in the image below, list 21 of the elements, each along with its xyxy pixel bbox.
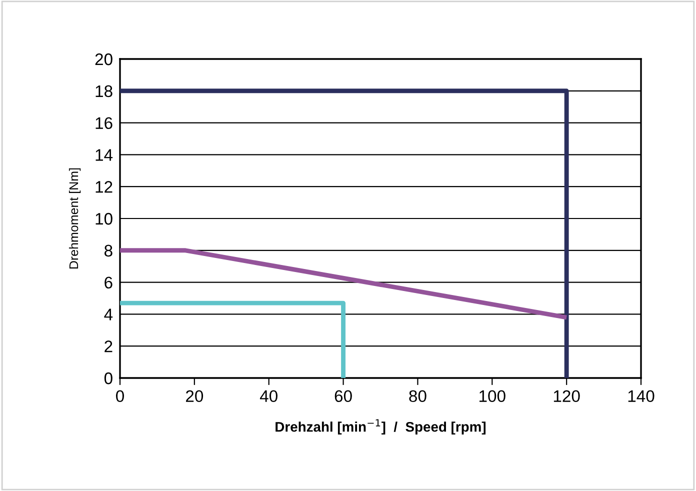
y-tick-label: 20 <box>95 53 112 66</box>
x-tick-label: 80 <box>409 390 426 402</box>
y-tick-label: 18 <box>96 85 112 98</box>
y-tick-label: 0 <box>104 372 112 384</box>
y-tick-label: 16 <box>96 117 112 130</box>
x-axis-title: Drehzahl [min$^{−1}$] / Speed [rpm] <box>276 419 486 435</box>
y-tick-label: 14 <box>96 149 113 161</box>
x-tick-label: 140 <box>628 390 654 402</box>
y-tick-label: 2 <box>104 340 112 352</box>
y-tick-label: 10 <box>96 212 112 225</box>
y-axis-title: Drehmoment [Nm] <box>68 168 81 269</box>
x-tick-label: 40 <box>260 390 278 402</box>
x-tick-label: 60 <box>334 390 352 402</box>
y-tick-label: 8 <box>104 244 112 257</box>
x-tick-label: 20 <box>186 390 204 402</box>
y-tick-label: 6 <box>104 276 112 289</box>
x-tick-label: 0 <box>116 390 124 402</box>
x-tick-label: 100 <box>480 390 506 402</box>
y-tick-label: 12 <box>96 181 112 193</box>
x-tick-label: 120 <box>554 390 580 402</box>
y-tick-label: 4 <box>104 308 113 320</box>
